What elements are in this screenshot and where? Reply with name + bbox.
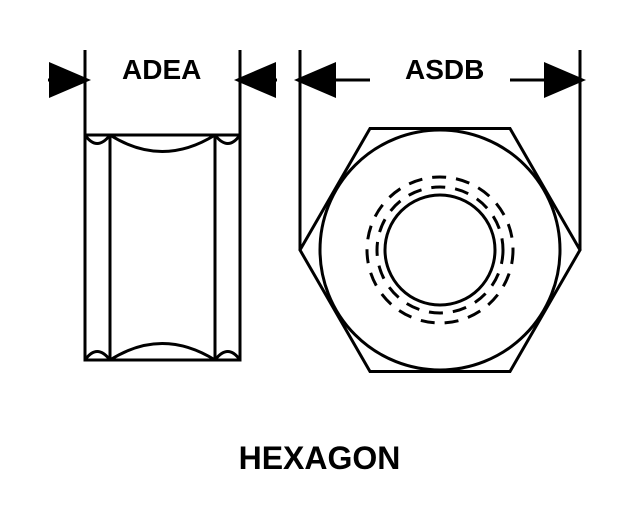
- side-view: [85, 135, 240, 360]
- top-view: [300, 129, 580, 372]
- label-main: HEXAGON: [239, 440, 401, 477]
- hexagon-nut-diagram: ADEA ASDB HEXAGON: [0, 0, 639, 509]
- label-asdb: ASDB: [405, 54, 484, 86]
- label-adea: ADEA: [122, 54, 201, 86]
